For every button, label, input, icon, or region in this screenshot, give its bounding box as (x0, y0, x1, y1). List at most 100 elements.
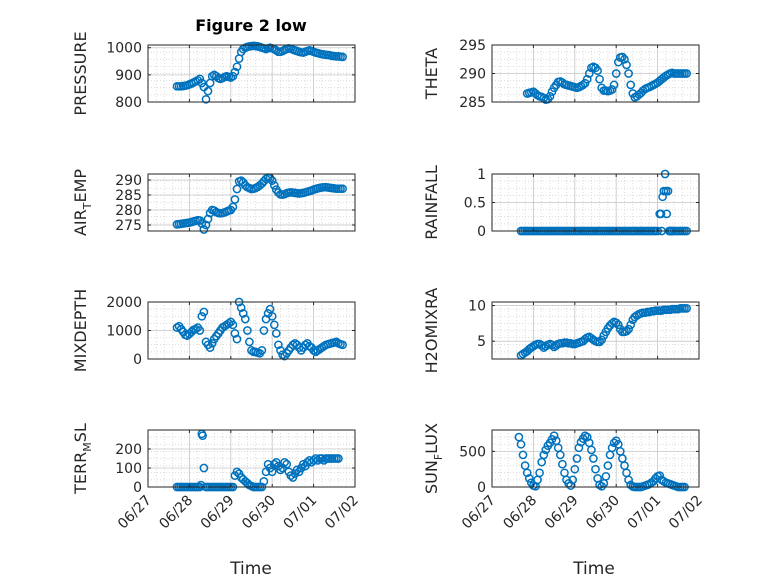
x-axis-label-right: Time (572, 559, 615, 579)
data-point (607, 443, 617, 453)
data-point (524, 474, 534, 483)
y-tick-label: 200 (115, 442, 142, 458)
data-point (539, 450, 549, 460)
y-tick-label: 290 (459, 67, 486, 83)
y-tick-label: 10 (468, 299, 486, 315)
data-point (622, 60, 631, 70)
x-tick-label: 06/28 (156, 493, 196, 533)
data-point (311, 454, 321, 463)
data-point (197, 78, 207, 88)
x-tick-label: 06/30 (239, 493, 279, 533)
data-point (613, 320, 623, 330)
data-point (656, 209, 666, 219)
data-point (199, 225, 209, 234)
x-tick-label: 06/27 (115, 493, 155, 533)
data-point (624, 69, 633, 78)
x-tick-label: 06/29 (542, 493, 582, 533)
data-points (516, 304, 691, 360)
data-point (278, 350, 287, 360)
axes-box (147, 429, 356, 488)
data-point (238, 309, 248, 318)
data-point (259, 326, 269, 335)
x-tick-label: 07/01 (281, 493, 321, 533)
y-tick-label: 0 (133, 480, 142, 496)
data-point (516, 439, 526, 449)
data-point (267, 311, 277, 321)
data-point (545, 91, 555, 101)
axes-box (491, 429, 700, 488)
x-tick-label: 07/01 (625, 493, 665, 533)
y-tick-label: 0 (477, 480, 486, 496)
data-point (228, 320, 238, 330)
data-point (228, 71, 238, 81)
data-point (309, 346, 318, 355)
subplot-6: 5 10 H2OMIXRA (422, 288, 700, 373)
y-axis-label: PRESSURE (71, 31, 90, 115)
data-point (580, 334, 590, 344)
data-point (555, 450, 565, 460)
data-point (338, 184, 347, 194)
y-tick-label: 1 (477, 167, 486, 183)
y-tick-label: 275 (115, 218, 142, 234)
y-tick-label: 900 (115, 68, 142, 84)
data-point (549, 431, 559, 441)
y-axis-label: THETA (422, 48, 441, 100)
data-point (568, 475, 578, 485)
data-point (597, 335, 607, 345)
y-tick-label: 295 (459, 38, 486, 54)
x-tick-label: 07/02 (666, 493, 706, 533)
data-point (269, 320, 279, 330)
data-point (228, 202, 238, 212)
data-points (172, 173, 347, 234)
data-point (578, 80, 588, 90)
data-point (603, 461, 613, 470)
y-axis-label: TERRMSL (71, 423, 94, 495)
data-point (245, 337, 254, 347)
y-tick-label: 285 (459, 95, 486, 111)
y-tick-label: 290 (115, 173, 142, 189)
data-points (172, 297, 347, 361)
axes-box (147, 44, 356, 103)
y-tick-label: 100 (115, 461, 142, 477)
subplot-1: 800 900 1000 PRESSURE (71, 31, 356, 116)
data-point (622, 326, 631, 336)
data-points (522, 52, 691, 105)
data-point (535, 468, 544, 478)
data-point (243, 326, 252, 335)
data-point (199, 307, 209, 317)
data-point (587, 445, 596, 455)
grid (147, 429, 356, 488)
data-point (205, 343, 215, 352)
data-point (197, 311, 207, 321)
data-point (655, 471, 665, 480)
data-point (624, 324, 633, 334)
y-axis-label: AIRTEMP (71, 169, 94, 236)
data-point (662, 209, 672, 219)
data-point (232, 62, 242, 72)
data-point (199, 463, 209, 473)
x-tick-label: 06/27 (459, 493, 499, 533)
y-tick-label: 800 (115, 95, 142, 111)
data-point (611, 69, 621, 78)
data-point (232, 467, 242, 477)
y-tick-label: 0.5 (464, 196, 486, 212)
data-point (595, 337, 604, 347)
y-axis-label: MIXDEPTH (71, 289, 90, 372)
data-point (611, 318, 621, 328)
data-point (609, 438, 619, 448)
data-point (271, 329, 281, 338)
data-point (338, 52, 347, 62)
figure-title: Figure 2 low (195, 16, 307, 35)
data-point (547, 340, 557, 350)
subplot-2: 285 290 295 THETA (422, 38, 700, 111)
data-point (207, 338, 217, 348)
data-point (267, 467, 277, 477)
data-point (240, 314, 250, 324)
data-point (276, 465, 285, 475)
data-point (313, 456, 323, 465)
x-tick-label: 06/28 (500, 493, 540, 533)
x-tick-label: 06/29 (198, 493, 238, 533)
subplot-5: 0 1000 2000 MIXDEPTH (71, 289, 356, 372)
data-point (682, 69, 691, 78)
data-point (195, 74, 205, 84)
